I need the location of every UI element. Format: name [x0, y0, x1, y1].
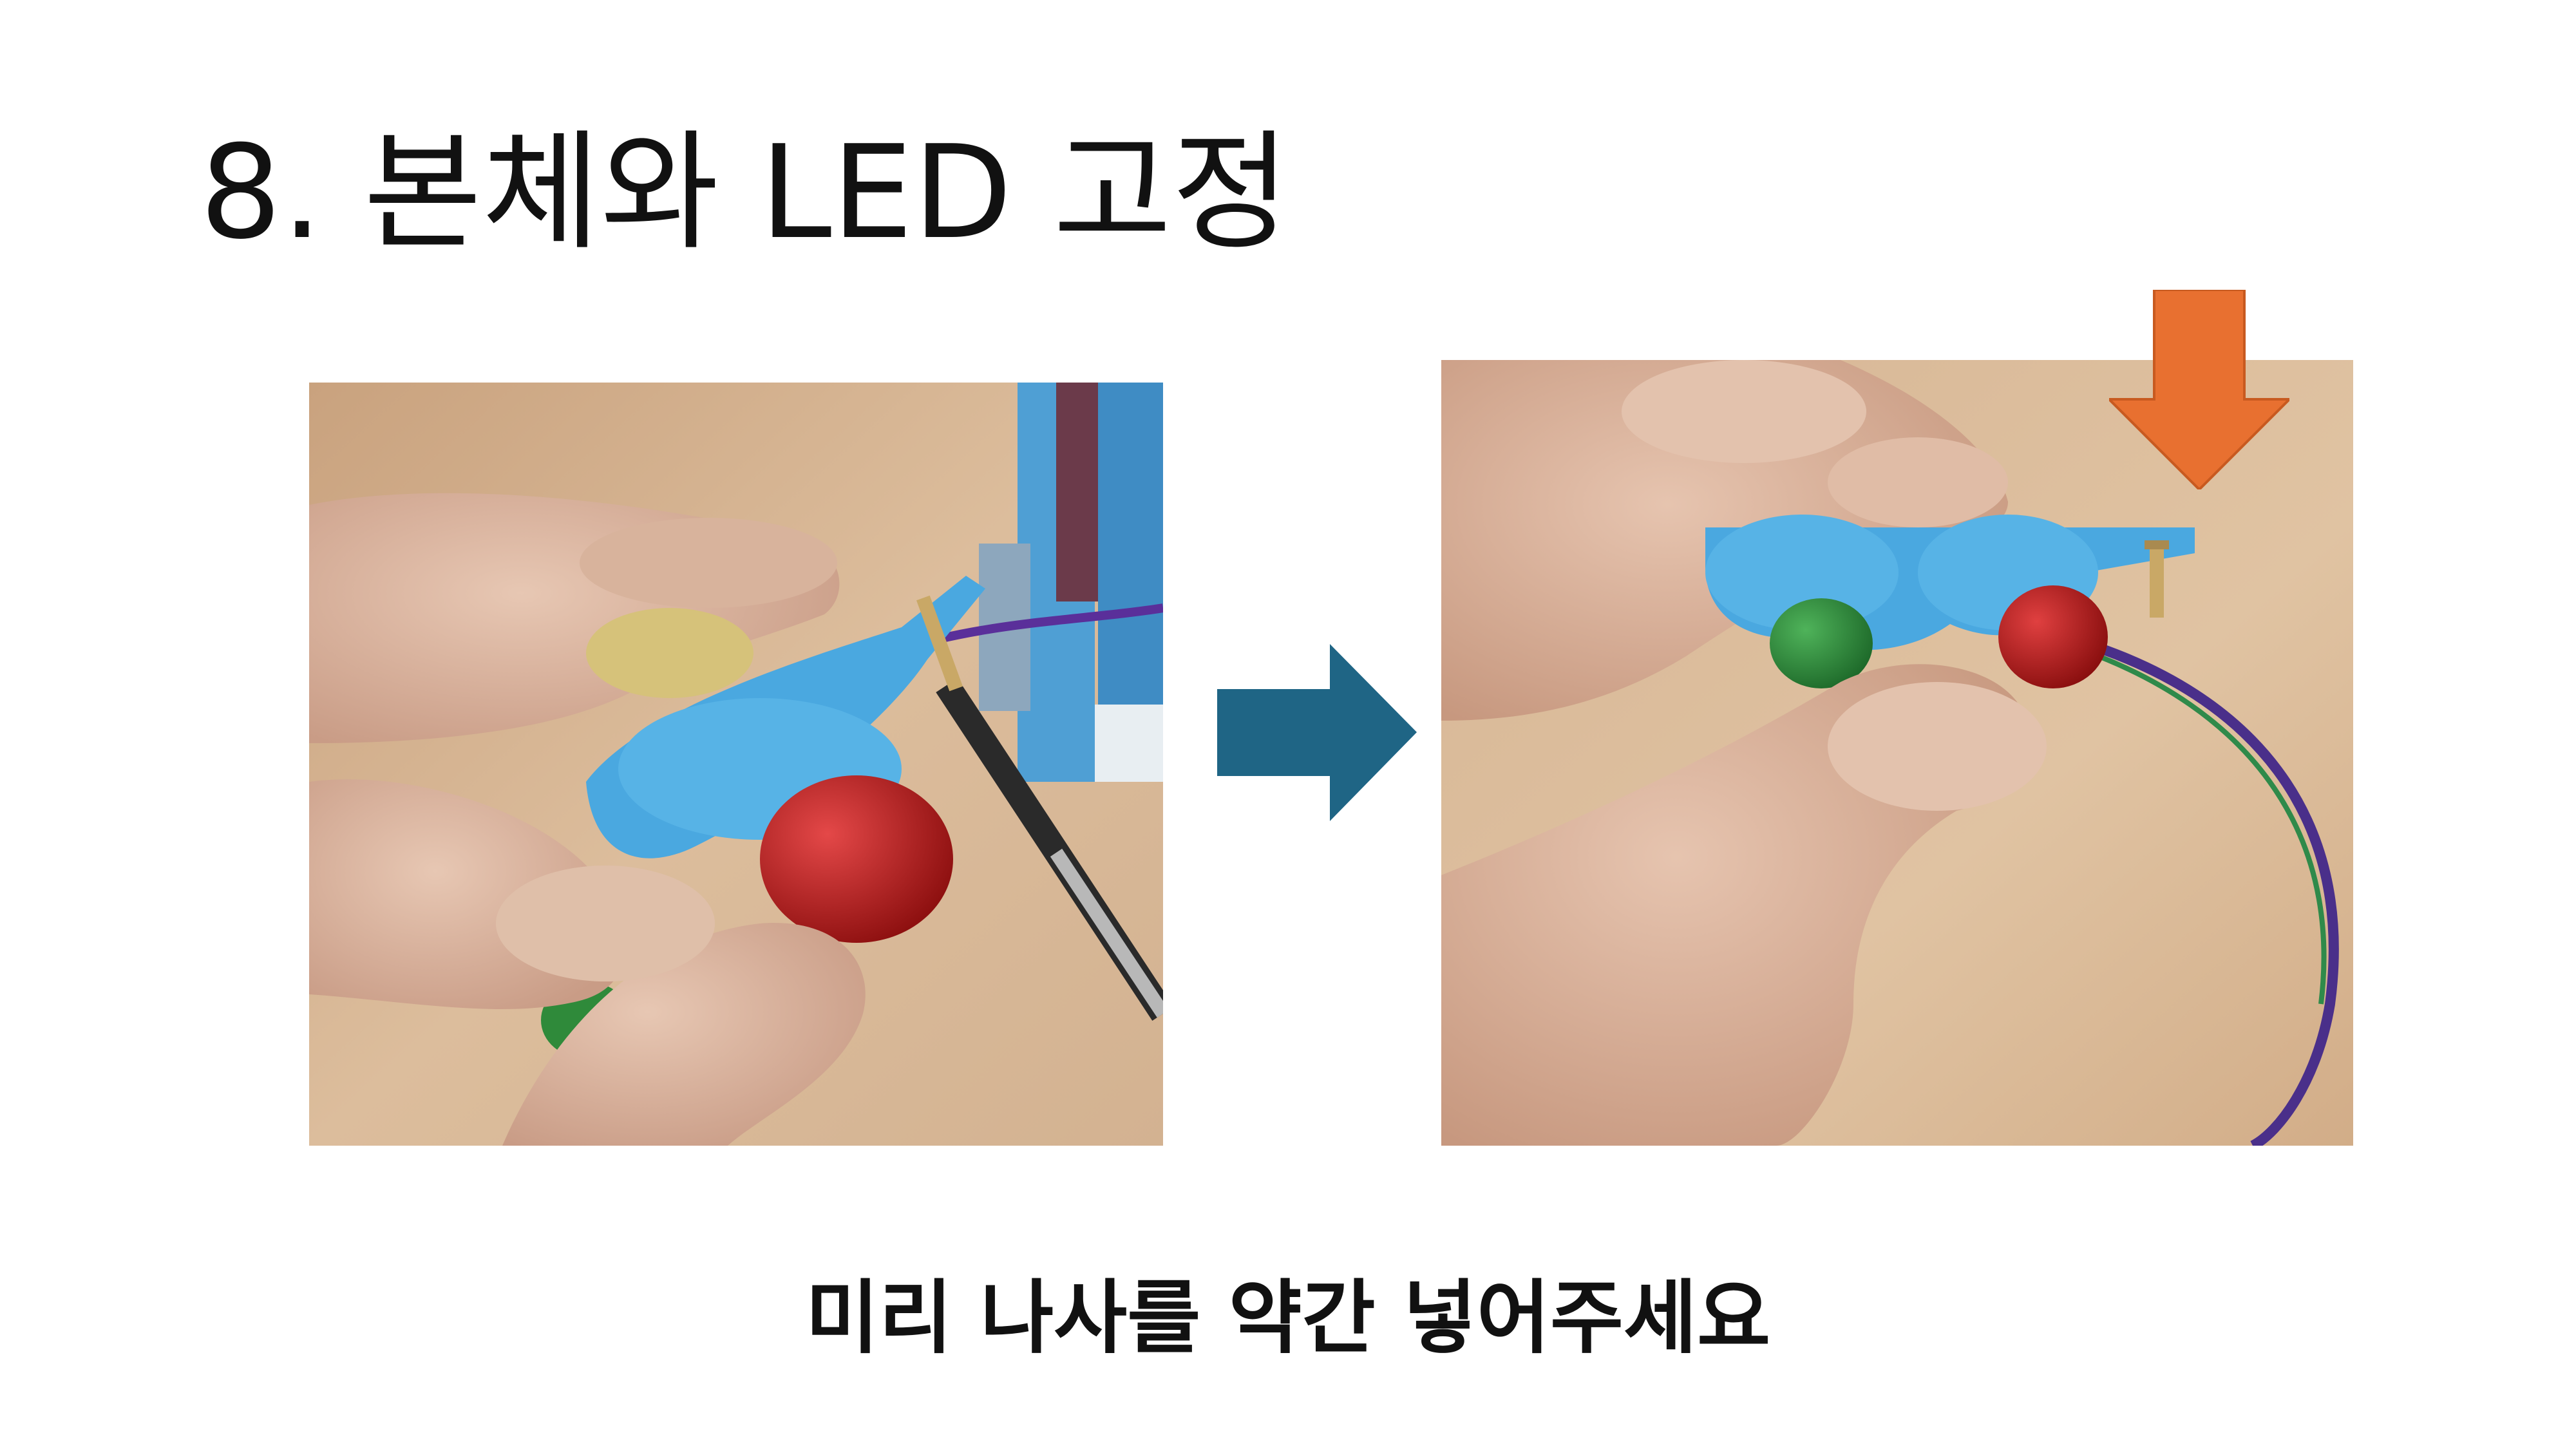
page-title: 8. 본체와 LED 고정 [200, 118, 1291, 268]
arrow-right-icon [1217, 644, 1417, 821]
photo-left-image [309, 383, 1163, 1146]
caption: 미리 나사를 약간 넣어주세요 [805, 1272, 1771, 1365]
photo-right-image [1441, 360, 2353, 1146]
photo-left [309, 383, 1163, 1146]
photo-right [1441, 360, 2353, 1146]
arrow-down-icon [2109, 290, 2289, 489]
